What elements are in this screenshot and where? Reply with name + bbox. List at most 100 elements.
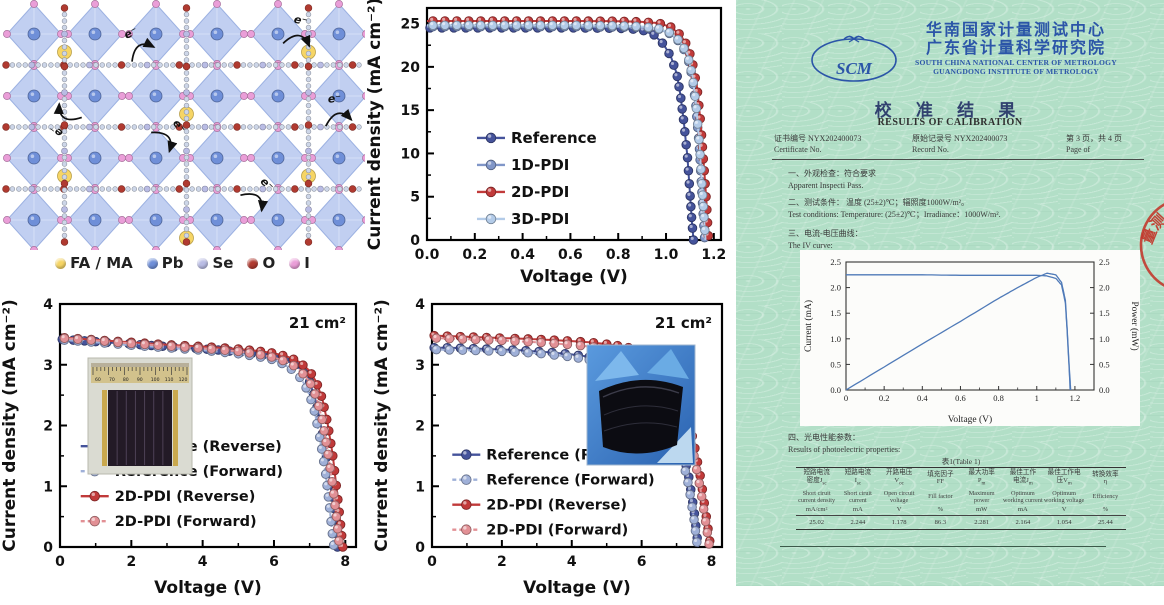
data-marker	[278, 355, 288, 366]
atom-label: Pb	[161, 254, 184, 272]
atom-color-dot	[55, 257, 67, 269]
data-marker	[523, 337, 533, 347]
data-marker	[595, 20, 606, 31]
data-marker	[314, 432, 325, 443]
y-tick-label: 0	[415, 540, 425, 556]
section-iv-curve: 三、电流-电压曲线： The IV curve:	[788, 228, 1148, 251]
iodine-atom	[240, 154, 248, 162]
data-marker	[573, 353, 584, 363]
data-marker	[679, 43, 689, 54]
x-tick-label: 8	[340, 554, 350, 570]
jv-curves-panel: 0.0 0.2 0.4 0.6 0.8 1.0 1.2 0 5 10 15 20 25 Voltage (…	[365, 0, 736, 290]
data-marker	[457, 334, 468, 344]
octahedron	[189, 3, 245, 65]
certificate-number: 证书编号 NYX202400073 Certificate No.	[774, 133, 861, 155]
data-marker	[674, 82, 684, 92]
iodine-atom	[274, 0, 282, 8]
col-value: 25.44	[1084, 515, 1126, 530]
data-marker	[485, 132, 497, 144]
record-number-cn: 原始记录号 NYX202400073	[912, 134, 1008, 143]
x-tick-label: 0.0	[415, 247, 440, 263]
legend-label: 1D-PDI	[511, 156, 569, 174]
col-unit: %	[919, 504, 961, 517]
col-unit: V	[1043, 504, 1085, 517]
pdi-molecule-chain	[304, 4, 313, 246]
data-marker	[692, 537, 702, 547]
data-marker	[310, 389, 320, 399]
iodine-atom	[125, 154, 133, 162]
data-marker	[686, 201, 696, 212]
certificate-paper: SCM 华南国家计量测试中心 广东省计量科学研究院 SOUTH CHINA NA…	[736, 0, 1164, 586]
iv-x-tick: 0	[844, 393, 848, 403]
figure-panel: e⁻ e⁻ e⁻ e⁻ e⁻ e⁻ FA / MA Pb Se O I 0.0 0.2 0.4 0.6 0…	[0, 0, 736, 598]
data-marker	[484, 335, 494, 345]
data-marker	[697, 190, 708, 200]
col-value: 2.281	[961, 515, 1003, 530]
y-tick-label: 25	[401, 17, 420, 33]
iodine-atom	[3, 92, 11, 100]
x-tick-label: 6	[269, 554, 279, 570]
data-marker	[314, 401, 324, 411]
x-tick-label: 0.8	[606, 247, 631, 263]
data-marker	[549, 338, 560, 349]
certificate-title-cn: 校 准 结 果	[874, 101, 1026, 120]
y-tick-label: 5	[410, 190, 420, 206]
data-marker	[180, 342, 190, 352]
iodine-atom	[152, 0, 160, 8]
data-marker	[664, 48, 674, 59]
iv-y-tick-left: 0.0	[830, 385, 841, 395]
y-axis-label: Current density (mA cm⁻²)	[365, 0, 385, 250]
iodine-atom	[91, 0, 99, 8]
data-marker	[696, 491, 707, 502]
data-marker	[461, 499, 472, 510]
electron-label: e⁻	[327, 92, 342, 106]
ruler-number: 80	[123, 377, 129, 383]
area-annotation: 21 cm²	[289, 314, 346, 332]
section-properties: 四、光电性能参数： Results of photoelectric prope…	[788, 432, 1148, 455]
iodine-atom	[30, 0, 38, 8]
data-marker	[139, 339, 150, 350]
data-marker	[266, 352, 277, 362]
data-marker	[99, 336, 110, 346]
col-header-en: Maximum power	[968, 489, 995, 504]
crystal-legend-item: Se	[197, 254, 233, 272]
iodine-atom	[247, 30, 255, 38]
data-marker	[332, 524, 343, 534]
x-axis-label: Voltage (V)	[523, 578, 631, 598]
col-header-cn: 最佳工作 电流Jm	[1009, 469, 1037, 486]
electron-transfer-arrow: e⁻	[282, 13, 311, 48]
data-marker	[685, 489, 695, 500]
data-marker	[317, 414, 327, 425]
legend-label: 2D-PDI (Reverse)	[115, 489, 256, 505]
data-marker	[431, 344, 442, 355]
data-marker	[499, 20, 510, 31]
col-unit: mA	[837, 504, 879, 517]
col-header-cn: 最大功率 Pm	[968, 469, 995, 486]
table-caption: 表1(Table 1)	[941, 457, 981, 466]
data-marker	[487, 20, 498, 31]
data-marker	[220, 345, 230, 355]
data-marker	[689, 514, 699, 525]
data-marker	[497, 346, 507, 357]
x-tick-label: 1.2	[701, 247, 726, 263]
col-unit: mA/cm²	[796, 504, 838, 517]
data-marker	[694, 134, 704, 145]
octahedron	[67, 127, 123, 189]
col-header-en: Fill factor	[928, 493, 953, 500]
iv-y-tick-left: 2.5	[830, 257, 841, 267]
pdi-molecule-chain	[2, 185, 362, 193]
data-marker	[484, 346, 494, 356]
data-marker	[691, 464, 702, 475]
iv-x-tick: 0.6	[955, 393, 966, 403]
iodine-atom	[118, 154, 126, 162]
data-marker	[697, 178, 707, 189]
data-marker	[153, 340, 163, 351]
col-header-en: Optimum working voltage	[1043, 489, 1085, 504]
iv-x-tick: 1.2	[1070, 393, 1081, 403]
jv_pdi-chart: 0.0 0.2 0.4 0.6 0.8 1.0 1.2 0 5 10 15 20 25 Voltage (…	[365, 0, 726, 287]
data-marker	[619, 21, 629, 31]
atom-color-dot	[289, 257, 301, 269]
y-tick-label: 4	[415, 297, 425, 313]
seal-star-icon: ★	[1157, 234, 1164, 266]
data-marker	[684, 178, 695, 189]
